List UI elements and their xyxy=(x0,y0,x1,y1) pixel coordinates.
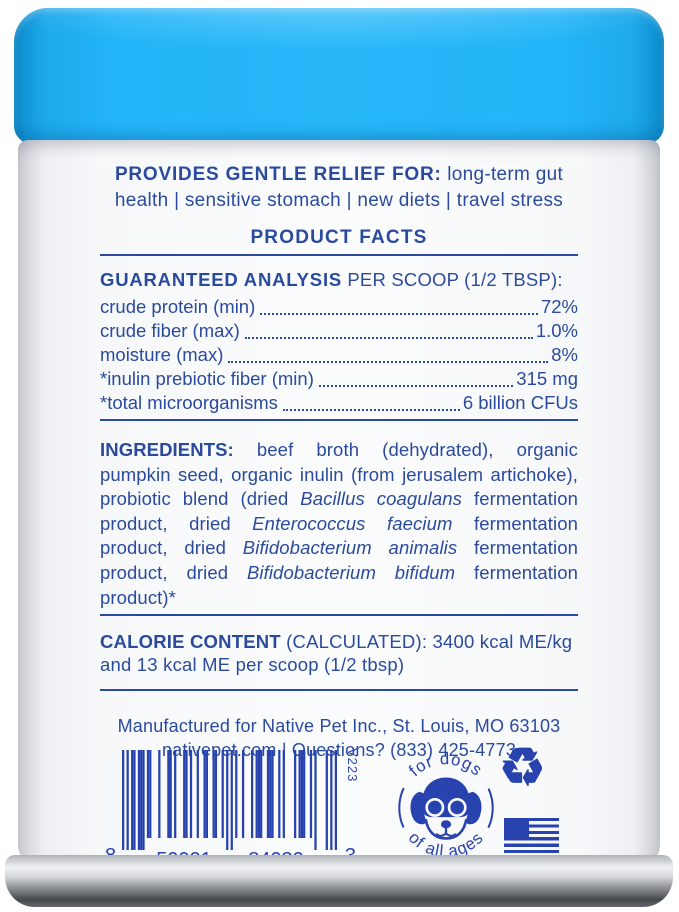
analysis-name: crude fiber (max) xyxy=(100,320,240,341)
recycle-icon: ♻ xyxy=(499,739,546,797)
can-metal-rim xyxy=(5,855,673,907)
calorie-heading: CALORIE CONTENT xyxy=(100,631,281,653)
analysis-name: *inulin prebiotic fiber (min) xyxy=(100,368,314,389)
analysis-row: moisture (max) 8% xyxy=(100,343,578,367)
product-facts-title: PRODUCT FACTS xyxy=(250,227,428,248)
dot-leader xyxy=(244,337,533,339)
manufacturer-info: Manufactured for Native Pet Inc., St. Lo… xyxy=(100,714,578,762)
relief-text: long-term gut health | sensitive stomach… xyxy=(114,164,564,211)
analysis-value: 315 mg xyxy=(516,368,578,389)
badge-side-arcs xyxy=(398,760,494,856)
calorie-content: CALORIE CONTENT (CALCULATED): 3400 kcal … xyxy=(100,630,578,676)
divider xyxy=(100,419,578,421)
divider xyxy=(100,689,578,692)
dog-with-goggles-icon xyxy=(410,777,482,840)
can-lid xyxy=(14,8,664,144)
bottom-row: 50021 84030 8 3 V223 for dogs of all age… xyxy=(18,739,660,870)
guaranteed-analysis-subtitle: PER SCOOP (1/2 TBSP): xyxy=(342,269,563,290)
contact-line: nativepet.com | Questions? (833) 425-477… xyxy=(161,740,517,761)
analysis-row: crude protein (min) 72% xyxy=(100,295,578,319)
barcode-bars: 50021 84030 xyxy=(122,750,337,868)
analysis-name: crude protein (min) xyxy=(100,296,256,317)
analysis-row: crude fiber (max) 1.0% xyxy=(100,319,578,343)
ingredients-paragraph: INGREDIENTS: beef broth (dehydrated), or… xyxy=(100,438,578,610)
dot-leader xyxy=(318,385,514,387)
manufacturer-line: Manufactured for Native Pet Inc., St. Lo… xyxy=(117,716,561,737)
can-body: PROVIDES GENTLE RELIEF FOR: long-term gu… xyxy=(18,140,660,870)
calorie-text: (CALCULATED): 3400 kcal ME/kg and 13 kca… xyxy=(100,631,573,676)
analysis-value: 6 billion CFUs xyxy=(462,392,578,413)
version-code: V223 xyxy=(345,748,360,783)
ingredient-text: fermentation product, dried xyxy=(100,512,578,559)
ingredient-species-name: Bifidobacterium bifidum xyxy=(246,561,456,583)
us-flag-icon xyxy=(504,818,559,859)
dot-leader xyxy=(228,361,549,363)
analysis-row: *inulin prebiotic fiber (min) 315 mg xyxy=(100,367,578,391)
analysis-value: 8% xyxy=(551,344,578,365)
ingredients-text: beef broth (dehydrated), organic pumpkin… xyxy=(100,439,578,608)
relief-heading: PROVIDES GENTLE RELIEF FOR: xyxy=(114,164,442,185)
guaranteed-analysis-table: crude protein (min) 72% crude fiber (max) 1… xyxy=(100,295,578,415)
relief-statement: PROVIDES GENTLE RELIEF FOR: long-term gu… xyxy=(100,162,578,214)
ingredient-text: fermentation product)* xyxy=(100,561,578,608)
analysis-value: 1.0% xyxy=(535,320,578,341)
ingredient-text: fermentation product, dried xyxy=(100,537,579,583)
ingredients-heading: INGREDIENTS: xyxy=(100,439,234,460)
guaranteed-analysis-title: GUARANTEED ANALYSIS xyxy=(100,269,343,290)
analysis-name: *total microorganisms xyxy=(100,392,278,413)
ingredient-species-name: Bifidobacterium animalis xyxy=(242,537,458,559)
analysis-name: moisture (max) xyxy=(100,344,224,365)
ingredient-species-name: Enterococcus faecium xyxy=(252,512,453,534)
badge-top-text: for dogs xyxy=(405,749,486,780)
ingredient-text: fermentation product, dried xyxy=(100,488,578,534)
guaranteed-analysis-heading: GUARANTEED ANALYSIS PER SCOOP (1/2 TBSP)… xyxy=(100,269,578,291)
dot-leader xyxy=(282,409,460,411)
analysis-row: *total microorganisms 6 billion CFUs xyxy=(100,391,578,415)
flag-canton xyxy=(504,818,529,837)
divider xyxy=(100,254,578,256)
upc-barcode: 50021 84030 8 3 xyxy=(105,750,356,868)
analysis-value: 72% xyxy=(540,296,578,317)
for-dogs-of-all-ages-badge: for dogs of all ages xyxy=(398,749,494,861)
ingredient-species-name: Bacillus coagulans xyxy=(300,488,463,510)
dot-leader xyxy=(260,313,538,315)
divider xyxy=(100,614,578,617)
product-label: PROVIDES GENTLE RELIEF FOR: long-term gu… xyxy=(100,140,578,762)
ingredient-text: beef broth (dehydrated), organic pumpkin… xyxy=(100,439,578,510)
